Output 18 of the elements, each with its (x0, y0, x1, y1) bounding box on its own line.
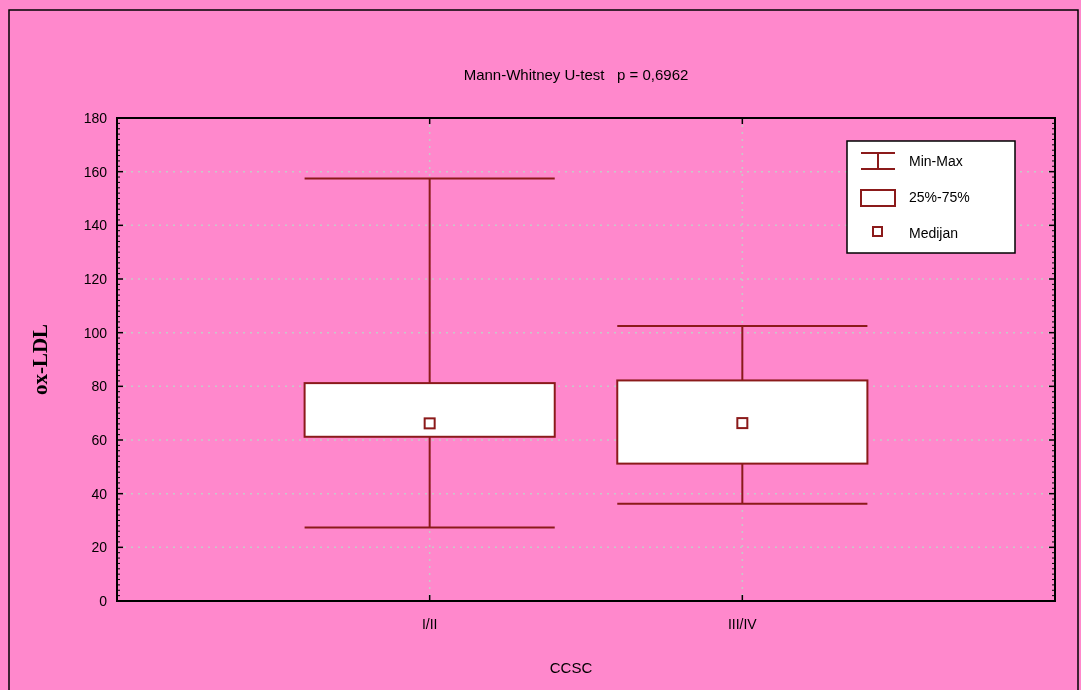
y-tick-label: 140 (83, 217, 108, 234)
y-tick-label: 0 (99, 592, 108, 609)
y-tick-label: 160 (83, 163, 108, 180)
y-axis-title: ox-LDL (28, 323, 52, 396)
y-tick-label: 40 (91, 485, 108, 502)
y-tick-label: 60 (91, 431, 108, 448)
x-tick-label: III/IV (727, 616, 758, 632)
annotation: Min-Max (909, 152, 963, 169)
y-tick-label: 180 (83, 109, 108, 126)
annotation: Medijan (909, 224, 959, 241)
x-axis-title: CCSC (549, 659, 593, 676)
y-tick-label: 100 (83, 324, 108, 341)
y-tick-label: 120 (83, 270, 108, 287)
y-tick-label: 20 (91, 539, 108, 556)
x-tick-label: I/II (421, 616, 438, 632)
annotation: 25%-75% (909, 188, 970, 205)
y-tick-label: 80 (91, 378, 108, 395)
chart-title: Mann-Whitney U-test p = 0,6962 (463, 66, 689, 83)
